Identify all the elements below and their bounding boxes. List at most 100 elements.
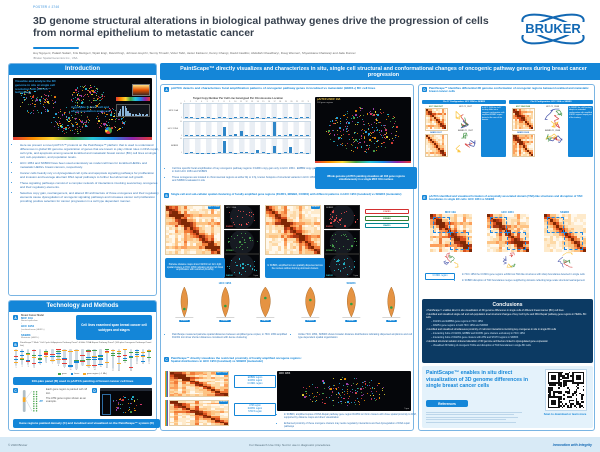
conclusions-box: Conclusions • PaintScape™ enables direct… — [422, 299, 593, 363]
panel-b-box1: Pairwise distance maps show FGFR1 loci f… — [165, 258, 225, 278]
bullet-item: Unlike HCC 1954, SKBR3 shows broader dis… — [298, 333, 416, 340]
chromosome-glyph: 7 — [49, 348, 55, 373]
intro-figure: Visualize and analyze the 3D genome in s… — [13, 78, 152, 140]
heatmap-tag: SKBR3 — [219, 401, 228, 404]
bullet-item: Enhanced proximity of these oncogene clu… — [284, 422, 418, 428]
fluorescence-image: SKBR3 FGFR1 — [324, 205, 360, 229]
poster-title: 3D genome structural alterations in biol… — [33, 15, 489, 40]
panel-e-caption-text: pAtTCh identified and visualized formati… — [429, 195, 583, 202]
panel-a-chip: A — [13, 315, 18, 320]
footer-ruo-note: For Research Use Only. Not for use in di… — [249, 442, 331, 447]
callout-line: STAT3 region — [248, 411, 262, 414]
chromosome-color-key — [315, 160, 411, 163]
callout-line: CCND1 region — [247, 383, 263, 386]
panel-banner-2: Gene regions painted densely (C) and loc… — [13, 419, 160, 428]
bullet-item: Cancer cells heavily rely on dysregulate… — [20, 171, 159, 180]
panel-d-chip: D — [422, 87, 427, 92]
copy-number-chart: Target Copy Number Per Cell Line Genotyp… — [165, 97, 311, 156]
legend-item: gene — [58, 372, 67, 376]
fluorescence-image: ERBB2 — [324, 229, 360, 254]
ideogram-strip — [165, 371, 168, 397]
microscopy-stack-hcc1954: HCC 1954 FGFR1 ERBB2 RAD51 5 µm — [224, 205, 260, 279]
tad-region-callout: CCND1 region — [425, 273, 455, 281]
chromosome-glyph: 18 — [116, 348, 122, 373]
tad-panel: MCF 10A — [424, 211, 477, 268]
chromosome-glyph: 3 — [25, 348, 31, 373]
proximity-cell-image: HCC 1954 5 µm — [277, 371, 411, 411]
panel-b-bullet-left: PaintScape measured pairwise spatial dis… — [165, 333, 290, 342]
conclusion-bullet: – FGFR1 and ERBB2 gene regions in HCC 19… — [431, 320, 483, 324]
scale-label: 5 µm — [404, 408, 409, 410]
introduction-section: Introduction Visualize and analyze the 3… — [8, 63, 159, 296]
middle-panel-a-caption: A pAtTCh detects and characterizes focal… — [161, 86, 413, 92]
poster-number: POSTER # 2746 — [33, 5, 60, 9]
panel-d-caption-text: PaintScape™ identifies differential 3D g… — [429, 86, 589, 94]
cell-image-caption: Whole genome pAtTCh painting visualizes … — [315, 167, 417, 189]
qr-code-icon — [547, 371, 585, 409]
intro-overlay-mid: Aggregate to form cell and whole populat… — [71, 105, 110, 113]
chromosome-glyph: 15 — [98, 348, 104, 373]
genome-nucleus-image — [69, 81, 108, 112]
right-results-column: D PaintScape™ identifies differential 3D… — [418, 84, 595, 431]
main-results-header: PaintScape™ directly visualizes and char… — [160, 63, 600, 80]
bruker-logo-icon: BRUKER — [520, 13, 586, 45]
footer-copyright: © 2023 Bruker — [8, 442, 28, 447]
violin-plot: ERBB2 — [206, 285, 245, 323]
chromosome-glyph: 5 — [37, 348, 43, 373]
gene-chip-erbb2: ERBB2 — [365, 216, 409, 221]
bullet-item: In SKBR3 disruption of TAD boundaries me… — [462, 279, 598, 282]
tad-panel: HCC 1954 — [481, 211, 534, 268]
lineage-stage: HCC 1954 Localized tumor (HER2+) — [21, 324, 45, 331]
violin-plots: HCC 1954 FGFR1 ERBB2 RAD51 SKBR3 FGFR1 ERBB2 RA… — [161, 282, 415, 323]
fluorescence-image: RAD51 5 µm — [324, 254, 360, 279]
right-panel-e-caption: E pAtTCh identified and visualized forma… — [419, 195, 594, 201]
intro-overlay-top: Visualize and analyze the 3D genome in s… — [15, 79, 56, 95]
references-list — [426, 410, 526, 425]
genome-nucleus-image — [16, 83, 58, 117]
tad-panel: SKBR3 — [538, 211, 591, 268]
panel-c-chip: C — [164, 357, 169, 362]
conclusion-bullet: – Interacting hubs of RAD51 gene cluster… — [431, 336, 519, 340]
panel-c-chip: C — [13, 388, 18, 393]
panel-a-caption-text: pAtTCh detects and characterizes focal a… — [171, 86, 376, 90]
conclusion-bullet: • Identified and visualized simultaneous… — [426, 328, 557, 332]
copy-number-row: SKBR3 40 0 — [165, 138, 311, 155]
karyotype-ideogram: 1 2 3 4 5 6 7 8 9 10 11 12 13 14 15 16 17 18 19 20 21 22 X — [13, 348, 152, 373]
introduction-bullets: Here we present a novel pAtTCh™ protocol… — [13, 143, 159, 207]
violin-plot: ERBB2 — [332, 285, 371, 323]
conclusion-bullet: • Identified structural variation induce… — [426, 340, 548, 344]
violin-plot: FGFR1 — [165, 285, 204, 323]
chromosome-glyph: 4 — [31, 348, 37, 373]
panel-b-chip: B — [164, 193, 169, 198]
bullet-item: PaintScape measured pairwise spatial dis… — [172, 333, 290, 340]
footer-tagline: Innovation with Integrity — [552, 442, 592, 447]
painted-nucleus — [323, 101, 404, 158]
violin-group: HCC 1954 FGFR1 ERBB2 RAD51 — [165, 282, 285, 323]
proximity-heatmap-1: HCC 1954 — [165, 371, 229, 397]
panel-b-box2: In SKBR3, amplified loci are spatially d… — [265, 258, 325, 278]
fluorescence-image: RAD51 5 µm — [224, 254, 260, 279]
gene-chip-fgfr1: FGFR1 — [365, 209, 409, 214]
chromosome-glyph: 10 — [67, 348, 73, 373]
introduction-header: Introduction — [9, 64, 156, 75]
bullet-item: These oncogenes are located in chromosom… — [172, 176, 318, 183]
bullet-item: In HCC 1954 the CCND1 gene regions exhib… — [462, 273, 598, 276]
chart-rows: 1 2 3 4 5 6 7 8 9 10 11 12 13 14 15 16 17 18 19 20 21 22 X MCF … — [165, 101, 311, 155]
cell-line-lineage: Breast Cancer Model MCF 10A Normal epithe… — [21, 315, 73, 340]
cell-image-label: HCC 1954 — [279, 372, 291, 375]
region-callout-1: ERBB2 region RAD51 region CCND1 region — [234, 375, 276, 389]
heatmap-tag: HCC 1954 — [207, 206, 220, 209]
bullet-item: Selective copy gain, rearrangement, and … — [20, 192, 159, 204]
gene-chip-rad51: RAD51 — [365, 223, 409, 228]
arrow-down-icon: ↓ — [21, 330, 23, 334]
panel-a-bullets: Cell line specific focal amplification o… — [165, 167, 318, 185]
copy-number-row: HCC 1954 40 0 — [165, 120, 311, 137]
callout-line: ATM region — [249, 405, 261, 407]
population-histogram — [116, 104, 150, 117]
chromosome-glyph: 11 — [73, 348, 79, 373]
spectrum-strip — [116, 97, 150, 101]
panel-b-chip: B — [13, 342, 18, 347]
panel-banner-1: 103-plex panel (B) used in pAtTCh painti… — [13, 377, 152, 385]
bullet-item: Cell line specific focal amplification o… — [172, 167, 318, 174]
